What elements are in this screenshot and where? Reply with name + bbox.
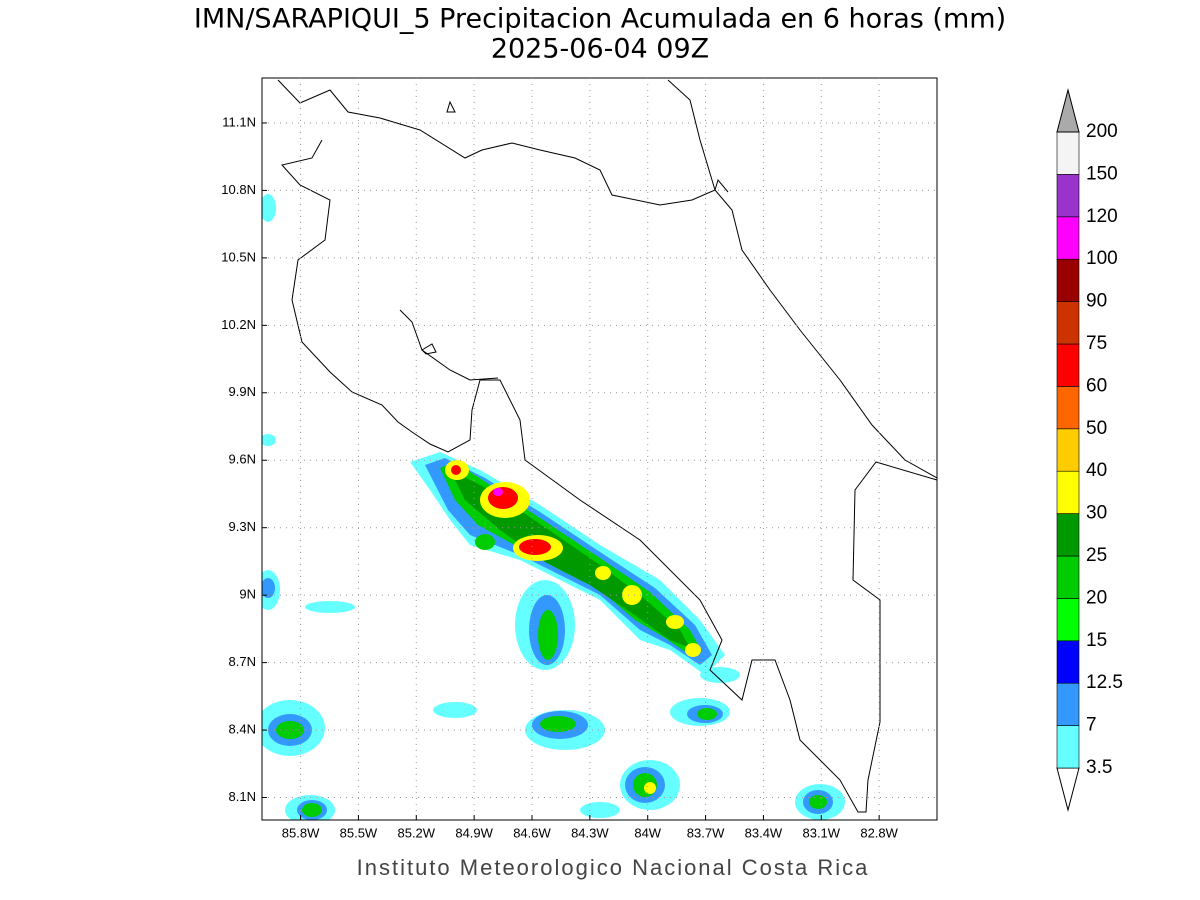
lon-tick-label: 84.3W [571, 825, 609, 840]
lon-tick-label: 84W [634, 825, 661, 840]
colorbar-label: 120 [1086, 206, 1118, 227]
colorbar-label: 100 [1086, 248, 1118, 269]
coastlines [277, 79, 937, 813]
lat-tick-label: 9.6N [229, 452, 256, 467]
colorbar-label: 50 [1086, 418, 1107, 439]
lat-tick-label: 8.1N [229, 789, 256, 804]
colorbar-box [1056, 640, 1080, 684]
colorbar-label: 7 [1086, 715, 1097, 736]
colorbar-box [1056, 216, 1080, 260]
colorbar-box [1056, 598, 1080, 642]
colorbar-end [1056, 767, 1080, 812]
colorbar-box [1056, 258, 1080, 302]
colorbar-box [1056, 301, 1080, 345]
subtitle: 2025-06-04 09Z [491, 34, 709, 65]
plot-frame [261, 77, 938, 821]
map-area [262, 79, 937, 820]
colorbar-box [1056, 174, 1080, 218]
colorbar-box [1056, 428, 1080, 472]
colorbar-box [1056, 131, 1080, 175]
colorbar: 3.5 7 12.5 15 20 25 30 40 50 60 75 90 100 120 150 200 [1056, 88, 1123, 812]
colorbar-box [1056, 386, 1080, 430]
lat-tick-label: 11.1N [222, 114, 256, 129]
colorbar-label: 60 [1086, 375, 1107, 396]
title: IMN/SARAPIQUI_5 Precipitacion Acumulada … [194, 4, 1006, 35]
colorbar-label: 3.5 [1086, 757, 1112, 778]
lat-tick-label: 10.8N [221, 182, 256, 197]
lon-tick-label: 84.9W [455, 825, 493, 840]
lat-tick-label: 9.9N [229, 384, 256, 399]
lat-tick-label: 10.2N [221, 317, 256, 332]
lon-tick-label: 83.4W [745, 825, 783, 840]
lon-tick-label: 84.6W [513, 825, 551, 840]
lat-tick-label: 9N [239, 587, 256, 602]
colorbar-box [1056, 725, 1080, 769]
colorbar-box [1056, 682, 1080, 726]
lon-tick-label: 85.2W [397, 825, 435, 840]
lon-tick-label: 85.8W [282, 825, 320, 840]
lon-tick-label: 85.5W [340, 825, 378, 840]
colorbar-box [1056, 470, 1080, 514]
colorbar-label: 40 [1086, 460, 1107, 481]
lat-tick-label: 8.4N [229, 721, 256, 736]
colorbar-box [1056, 513, 1080, 557]
lat-tick-label: 8.7N [229, 654, 256, 669]
colorbar-label: 25 [1086, 545, 1107, 566]
lat-tick-label: 10.5N [221, 249, 256, 264]
lon-tick-label: 83.7W [687, 825, 725, 840]
colorbar-label: 150 [1086, 163, 1118, 184]
colorbar-box [1056, 343, 1080, 387]
colorbar-label: 200 [1086, 121, 1118, 142]
colorbar-label: 12.5 [1086, 672, 1123, 693]
lon-tick-label: 83.1W [802, 825, 840, 840]
lon-tick-label: 82.8W [860, 825, 898, 840]
precipitation [262, 194, 845, 820]
lat-tick-label: 9.3N [229, 519, 256, 534]
footer: Instituto Meteorologico Nacional Costa R… [357, 855, 870, 880]
colorbar-label: 30 [1086, 503, 1107, 524]
colorbar-end [1056, 88, 1080, 133]
colorbar-label: 75 [1086, 333, 1107, 354]
colorbar-label: 15 [1086, 630, 1107, 651]
colorbar-label: 90 [1086, 291, 1107, 312]
colorbar-label: 20 [1086, 587, 1107, 608]
colorbar-box [1056, 555, 1080, 599]
